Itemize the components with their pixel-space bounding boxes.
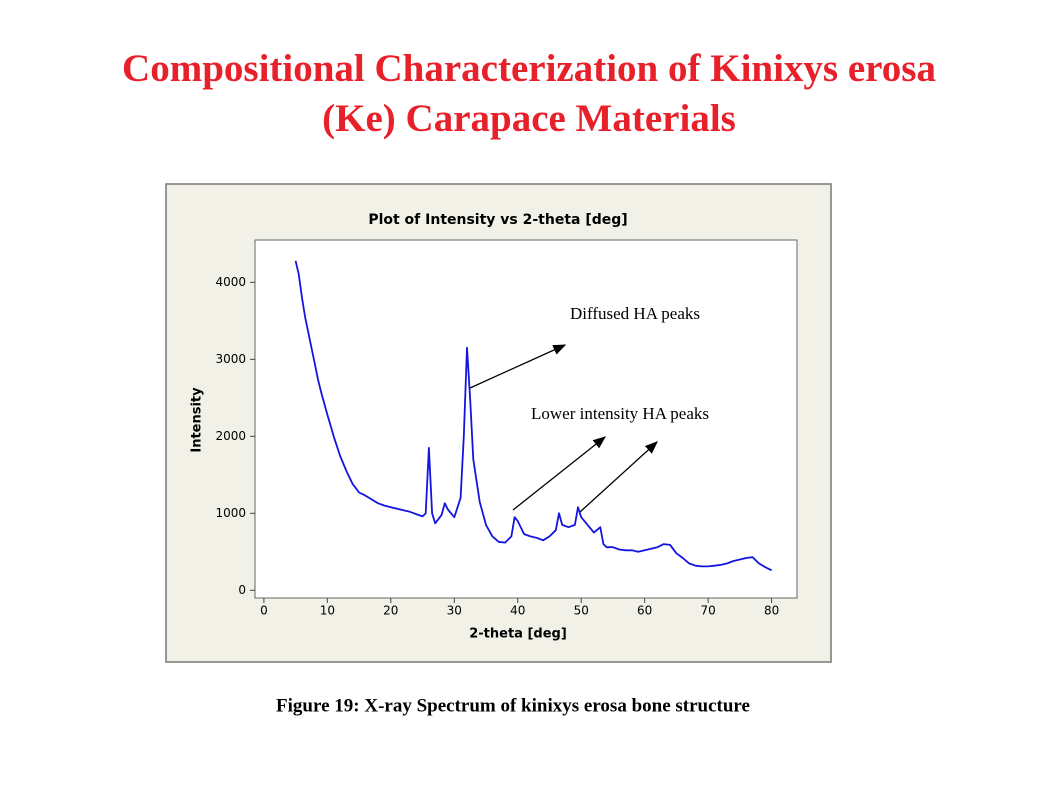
x-axis-label: 2-theta [deg] (469, 627, 567, 642)
y-tick-label: 2000 (215, 429, 246, 443)
x-tick-label: 0 (260, 604, 268, 618)
title-line: (Ke) Carapace Materials (322, 97, 736, 140)
annotation: Lower intensity HA peaks (531, 404, 709, 423)
x-tick-label: 70 (701, 604, 716, 618)
title-line: Compositional Characterization of Kinixy… (122, 47, 936, 90)
plot-area (254, 239, 798, 599)
x-tick-label: 30 (447, 604, 462, 618)
arrow (469, 344, 567, 389)
x-tick-label: 40 (510, 604, 525, 618)
y-tick-label: 3000 (215, 352, 246, 366)
data-line (294, 260, 772, 572)
arrow (579, 441, 658, 513)
y-tick-label: 1000 (215, 506, 246, 520)
caption: Figure 19: X-ray Spectrum of kinixys ero… (276, 695, 750, 716)
annotation: Diffused HA peaks (570, 304, 700, 323)
x-tick-label: 10 (320, 604, 335, 618)
y-tick-label: 0 (238, 583, 246, 597)
x-tick-label: 20 (383, 604, 398, 618)
x-tick-label: 50 (574, 604, 589, 618)
y-tick-label: 4000 (215, 275, 246, 289)
x-tick-label: 60 (637, 604, 652, 618)
chart-title: Plot of Intensity vs 2-theta [deg] (368, 212, 627, 228)
slide-title: Compositional Characterization of Kinixy… (0, 44, 1058, 144)
arrow (512, 436, 607, 511)
y-axis-label: Intensity (190, 387, 205, 453)
x-tick-label: 80 (764, 604, 779, 618)
